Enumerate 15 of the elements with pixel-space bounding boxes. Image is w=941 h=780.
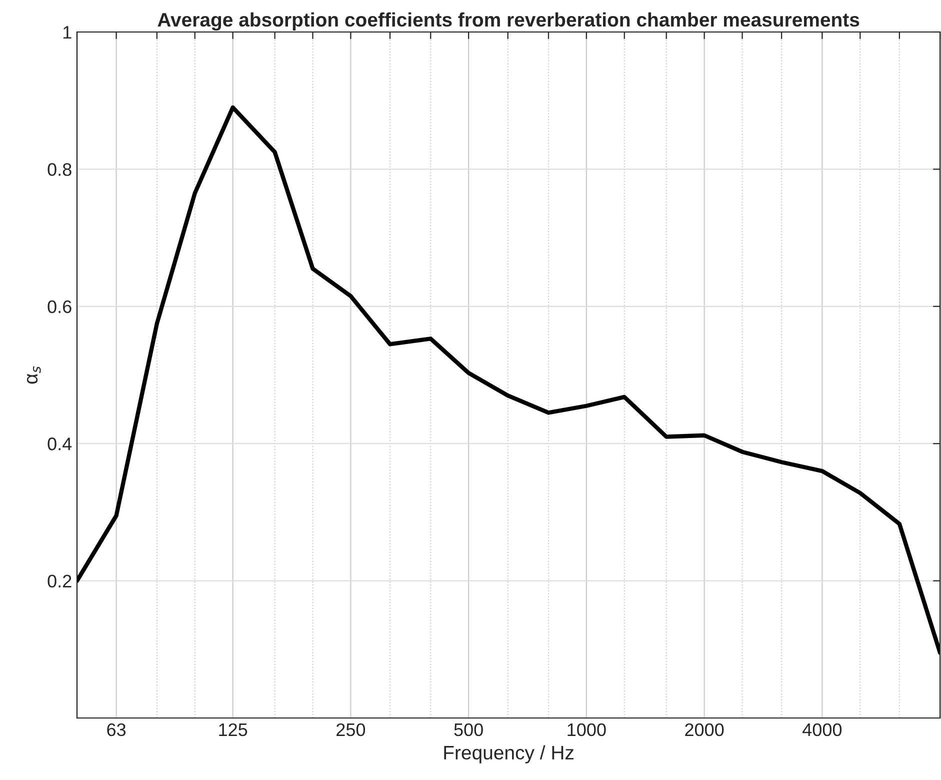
chart-title: Average absorption coefficients from reverberation chamber measurements [158, 12, 860, 31]
y-axis-title: α$_{s}$ [26, 366, 41, 384]
y-tick-label: 0.4 [48, 438, 72, 450]
y-tick-label: 0.2 [48, 574, 72, 588]
x-tick-label: 63 [107, 723, 126, 736]
x-tick-label: 1000 [568, 723, 606, 736]
x-tick-label: 500 [454, 723, 483, 736]
x-tick-label: 2000 [685, 723, 724, 736]
y-tick-label: 0.8 [48, 163, 72, 176]
x-tick-label: 4000 [802, 723, 842, 736]
x-tick-label: 125 [219, 723, 248, 736]
x-tick-label: 250 [336, 723, 366, 736]
x-axis-title: Frequency / Hz [444, 745, 574, 764]
y-tick-label: 1 [63, 26, 72, 39]
y-tick-label: 0.6 [48, 300, 72, 314]
